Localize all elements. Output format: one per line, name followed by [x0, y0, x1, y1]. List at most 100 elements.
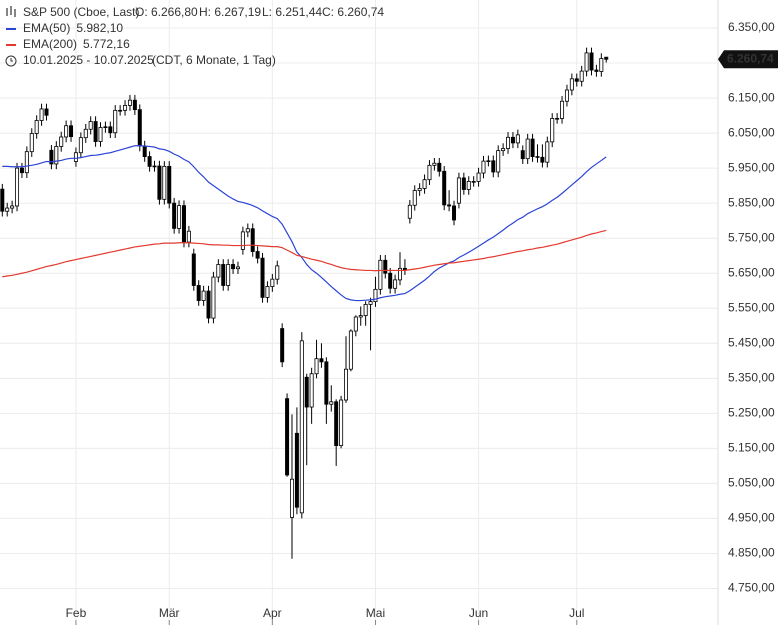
candle-body	[231, 264, 236, 270]
candle-body	[177, 205, 182, 229]
x-tick-label: Mär	[159, 606, 180, 620]
candle-body	[275, 265, 280, 280]
candle-body	[486, 160, 491, 162]
candle-body	[152, 165, 157, 168]
ohlc-label: H: 6.267,19	[199, 5, 261, 19]
candle-body	[103, 126, 108, 129]
clock-hand	[10, 58, 13, 62]
legend-value: 5.982,10	[76, 21, 123, 35]
candle-body	[127, 99, 132, 106]
candle-body	[118, 109, 123, 112]
candle-body	[594, 69, 599, 72]
candle-body	[132, 99, 137, 111]
x-tick-label: Jul	[569, 606, 584, 620]
candle-body	[452, 205, 457, 221]
candle-body	[59, 136, 64, 147]
candle-body	[83, 128, 88, 139]
candle-body	[137, 109, 142, 147]
candle-body	[294, 432, 299, 508]
candle-body	[373, 288, 378, 303]
candle-body	[69, 125, 74, 138]
y-tick-label: 5.750,00	[728, 230, 775, 244]
candle-body	[555, 117, 560, 120]
y-tick-label: 5.050,00	[728, 476, 775, 490]
candle-body	[172, 202, 177, 229]
candle-body	[49, 149, 54, 165]
y-tick-label: 5.550,00	[728, 300, 775, 314]
candle-body	[348, 330, 353, 370]
candle-body	[299, 340, 304, 514]
candle-body	[123, 105, 128, 111]
candle-body	[245, 228, 250, 233]
candle-body	[402, 267, 407, 271]
candle-body	[589, 52, 594, 71]
candle-body	[221, 264, 226, 286]
candle-body	[506, 136, 511, 149]
candle-body	[456, 177, 461, 204]
candle-body	[162, 165, 167, 200]
candle-body	[564, 89, 569, 102]
candle-body	[491, 160, 496, 173]
candle-body	[10, 205, 15, 209]
candle-body	[417, 188, 422, 191]
candle-body	[437, 162, 442, 172]
candle-body	[24, 151, 29, 174]
legend: S&P 500 (Cboe, Last) O: 6.266,80 H: 6.26…	[5, 5, 384, 67]
candle-body	[343, 368, 348, 401]
candle-body	[240, 231, 245, 250]
y-tick-label: 5.350,00	[728, 370, 775, 384]
candle-body	[378, 259, 383, 290]
candle-body	[211, 276, 216, 319]
candle-body	[540, 156, 545, 163]
y-tick-label: 6.150,00	[728, 90, 775, 104]
candle-body	[398, 267, 403, 281]
candle-body	[388, 272, 393, 289]
candle-body	[250, 228, 255, 252]
candle-body	[289, 478, 294, 518]
ohlc-label: L: 6.251,44	[262, 5, 322, 19]
y-tick-label: 6.350,00	[728, 20, 775, 34]
candle-body	[481, 160, 486, 174]
ohlc-label: O: 6.266,80	[135, 5, 198, 19]
candle-body	[54, 146, 59, 165]
candle-body	[64, 125, 69, 138]
candle-body	[324, 361, 329, 405]
candle-body	[270, 278, 275, 287]
candle-body	[0, 188, 5, 212]
y-tick-label: 5.850,00	[728, 195, 775, 209]
candle-body	[186, 230, 191, 243]
candle-body	[579, 70, 584, 82]
candle-body	[339, 399, 344, 446]
candle-body	[44, 108, 49, 116]
candle-body	[574, 78, 579, 82]
candle-body	[260, 257, 265, 298]
candle-body	[309, 373, 314, 408]
candle-body	[34, 120, 39, 134]
candle-body	[569, 78, 574, 91]
legend-label: EMA(200)	[23, 37, 77, 51]
price-tag	[718, 50, 778, 69]
candle-body	[196, 285, 201, 301]
candle-body	[235, 266, 240, 270]
candle-body	[530, 138, 535, 157]
candle-body	[525, 138, 530, 160]
marks: 6.260,74	[0, 47, 778, 559]
candle-body	[226, 264, 231, 286]
y-tick-label: 5.950,00	[728, 160, 775, 174]
candle-body	[515, 134, 520, 144]
candle-body	[314, 358, 319, 375]
candle-body	[304, 376, 309, 408]
candle-body	[599, 58, 604, 72]
candle-body	[280, 328, 285, 363]
candle-body	[93, 121, 98, 142]
candle-body	[98, 127, 103, 142]
candle-body	[358, 315, 363, 318]
chart-title: S&P 500 (Cboe, Last)	[23, 5, 140, 19]
candle-body	[407, 204, 412, 219]
candle-body	[167, 165, 172, 204]
x-tick-label: Feb	[66, 606, 87, 620]
x-tick-label: Mai	[366, 606, 385, 620]
candle-body	[206, 290, 211, 319]
price-tag-label: 6.260,74	[727, 51, 774, 65]
